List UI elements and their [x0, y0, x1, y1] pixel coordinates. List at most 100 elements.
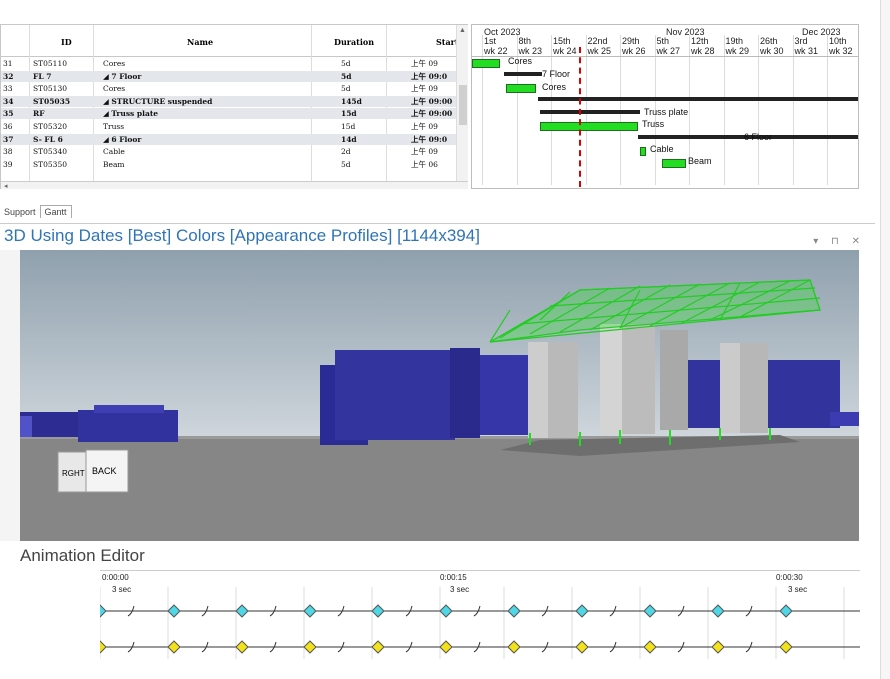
- cell-duration: 145d: [341, 96, 362, 106]
- right-dock-strip: [880, 0, 890, 679]
- gantt-summary-bar[interactable]: [538, 97, 858, 101]
- keyframe-marker[interactable]: [100, 640, 107, 654]
- gantt-week-label: wk 22: [484, 46, 508, 56]
- gantt-summary-bar[interactable]: [540, 110, 640, 114]
- cell-start: 上午 09: [411, 59, 438, 68]
- time-marker-0: 0:00:00: [102, 573, 129, 582]
- keyframe-marker[interactable]: [371, 604, 385, 618]
- view-cube[interactable]: RGHT BACK: [57, 449, 129, 493]
- keyframe-marker[interactable]: [507, 604, 521, 618]
- gantt-day-label: 29th: [622, 36, 640, 46]
- cell-name: ◢ 6 Floor: [103, 134, 142, 144]
- central-blue-building: [320, 348, 560, 445]
- gantt-task-bar[interactable]: [540, 122, 638, 131]
- cell-start: 上午 09:00: [411, 96, 453, 106]
- keyframe-marker[interactable]: [779, 640, 793, 654]
- header-id[interactable]: ID: [61, 37, 72, 47]
- gantt-bar-label: Cable: [650, 144, 674, 154]
- gantt-week-label: wk 31: [794, 46, 819, 56]
- gantt-bar-label: Beam: [688, 156, 712, 166]
- header-start[interactable]: Start: [436, 37, 459, 47]
- cell-duration: 5d: [341, 71, 352, 81]
- today-line[interactable]: [579, 47, 581, 187]
- panel-title-bar: 3D Using Dates [Best] Colors [Appearance…: [0, 223, 875, 247]
- keyframe-marker[interactable]: [575, 604, 589, 618]
- keyframe-marker[interactable]: [643, 604, 657, 618]
- cell-num: 31: [3, 59, 13, 68]
- table-row[interactable]: 35 RF ◢ Truss plate 15d 上午 09:00: [1, 108, 468, 120]
- cell-start: 上午 09: [411, 122, 438, 131]
- gantt-task-bar[interactable]: [506, 84, 536, 93]
- keyframe-marker[interactable]: [575, 640, 589, 654]
- table-row[interactable]: 32 FL 7 ◢ 7 Floor 5d 上午 09:0: [1, 70, 468, 82]
- left-dock-strip: [0, 250, 20, 541]
- gantt-task-bar[interactable]: [472, 59, 500, 68]
- gantt-week-label: wk 24: [553, 46, 577, 56]
- gantt-month-label: Nov 2023: [666, 27, 705, 37]
- table-row[interactable]: 34 ST05035 ◢ STRUCTURE suspended 145d 上午 09:…: [1, 95, 468, 107]
- tab-support[interactable]: Support: [4, 207, 36, 217]
- gantt-summary-bar[interactable]: [638, 135, 858, 139]
- gantt-day-label: 22nd: [587, 36, 608, 46]
- truss-plate-roof: [489, 279, 821, 343]
- keyframe-marker[interactable]: [100, 604, 107, 618]
- cell-name: Truss: [103, 122, 125, 131]
- table-row[interactable]: 37 S- FL 6 ◢ 6 Floor 14d 上午 09:0: [1, 133, 468, 145]
- keyframe-marker[interactable]: [303, 604, 317, 618]
- panel-window-controls[interactable]: ▾ ⊓ ✕: [813, 236, 865, 247]
- table-header: ID Name Duration Start: [1, 25, 468, 57]
- cell-id: ST05320: [33, 122, 67, 131]
- keyframe-marker[interactable]: [235, 640, 249, 654]
- span-label: 3 sec: [450, 585, 470, 594]
- cell-name: ◢ 7 Floor: [103, 71, 142, 81]
- table-row[interactable]: 36 ST05320 Truss 15d 上午 09: [1, 121, 468, 132]
- keyframe-marker[interactable]: [507, 640, 521, 654]
- cell-id: ST05130: [33, 84, 67, 94]
- table-row[interactable]: 38 ST05340 Cable 2d 上午 09: [1, 146, 468, 157]
- header-name[interactable]: Name: [187, 37, 214, 47]
- table-row[interactable]: 33 ST05130 Cores 5d 上午 09: [1, 83, 468, 94]
- scroll-thumb[interactable]: [459, 85, 467, 125]
- keyframe-marker[interactable]: [371, 640, 385, 654]
- scroll-up-icon[interactable]: ▲: [459, 27, 466, 34]
- span-label: 3 sec: [112, 585, 132, 594]
- keyframe-marker[interactable]: [779, 604, 793, 618]
- concrete-cores: [528, 324, 768, 438]
- gantt-summary-bar[interactable]: [504, 72, 542, 76]
- keyframe-marker[interactable]: [439, 640, 453, 654]
- table-row[interactable]: 39 ST05350 Beam 5d 上午 06: [1, 159, 468, 170]
- keyframe-marker[interactable]: [439, 604, 453, 618]
- gantt-day-label: 5th: [656, 36, 670, 46]
- keyframe-marker[interactable]: [167, 604, 181, 618]
- table-row[interactable]: 31 ST05110 Cores 5d 上午 09: [1, 58, 468, 69]
- keyframe-marker[interactable]: [711, 640, 725, 654]
- animation-timeline[interactable]: 0:00:00 0:00:15 0:00:30 3 sec 3 sec 3 se…: [100, 570, 860, 660]
- cell-num: 39: [3, 159, 13, 169]
- gantt-task-bar[interactable]: [640, 147, 646, 156]
- gantt-task-bar[interactable]: [662, 159, 686, 168]
- header-duration[interactable]: Duration: [334, 37, 375, 47]
- cell-id: FL 7: [33, 71, 52, 81]
- gantt-week-label: wk 28: [691, 46, 715, 56]
- viewcube-right-face: RGHT: [62, 469, 85, 478]
- 3d-viewport[interactable]: RGHT BACK: [20, 250, 859, 541]
- keyframe-marker[interactable]: [235, 604, 249, 618]
- cell-name: Cable: [103, 147, 125, 157]
- cell-name: Cores: [103, 84, 126, 94]
- keyframe-marker[interactable]: [167, 640, 181, 654]
- keyframe-marker[interactable]: [711, 604, 725, 618]
- scroll-left-icon[interactable]: ◂: [4, 183, 8, 189]
- table-vertical-scrollbar[interactable]: ▲: [456, 25, 468, 181]
- cell-num: 33: [3, 84, 13, 94]
- table-horizontal-scrollbar[interactable]: ◂: [1, 181, 468, 189]
- ground-markers: [529, 428, 771, 446]
- tab-gantt[interactable]: Gantt: [39, 205, 72, 218]
- cell-id: ST05350: [33, 159, 67, 169]
- keyframe-marker[interactable]: [643, 640, 657, 654]
- gantt-day-label: 19th: [725, 36, 744, 46]
- cell-start: 上午 09:00: [411, 109, 453, 119]
- gantt-chart[interactable]: Oct 2023 Nov 2023 Dec 2023 1st wk 22 8th wk 23…: [471, 24, 859, 189]
- cell-start: 上午 09: [411, 84, 438, 94]
- cell-name: ◢ Truss plate: [103, 109, 159, 119]
- keyframe-marker[interactable]: [303, 640, 317, 654]
